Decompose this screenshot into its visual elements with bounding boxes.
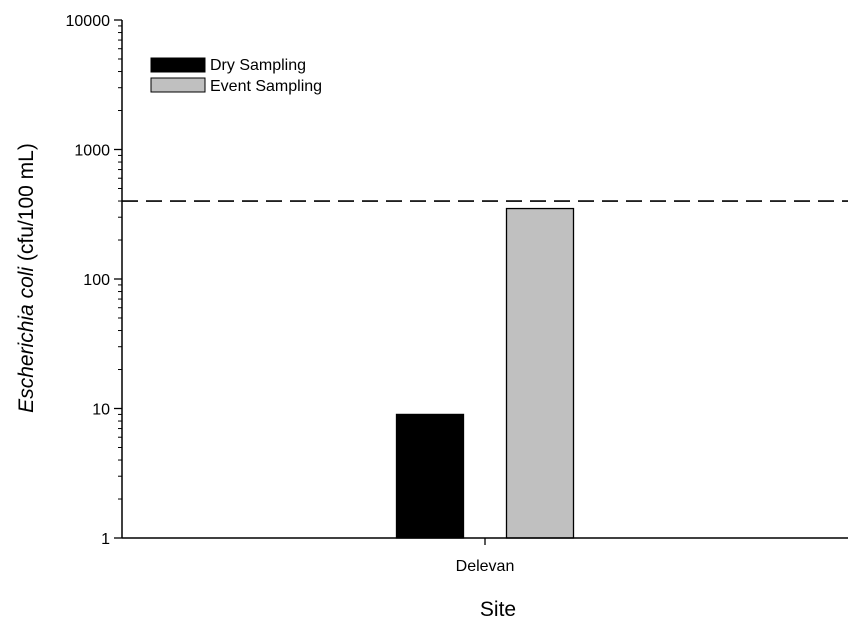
bar-event bbox=[505, 207, 575, 539]
legend-label-dry: Dry Sampling bbox=[210, 57, 306, 74]
y-axis-title: Escherichia coli (cfu/100 mL) bbox=[15, 143, 38, 413]
legend-swatch-dry bbox=[150, 57, 206, 73]
y-tick-label: 1 bbox=[101, 531, 110, 548]
y-axis-title-italic: Escherichia coli bbox=[15, 266, 38, 413]
x-ticks: Delevan bbox=[456, 538, 515, 575]
y-axis-title-unit: (cfu/100 mL) bbox=[15, 143, 38, 267]
y-tick-label: 100 bbox=[83, 272, 110, 289]
bar-dry bbox=[395, 413, 465, 539]
legend: Dry Sampling Event Sampling bbox=[150, 57, 322, 95]
legend-swatch-event bbox=[150, 77, 206, 93]
y-tick-label: 1000 bbox=[74, 143, 110, 160]
y-ticks: 1 10 100 1000 10000 bbox=[66, 13, 122, 548]
y-tick-label: 10 bbox=[92, 402, 110, 419]
y-tick-label: 10000 bbox=[66, 13, 111, 30]
x-tick-label: Delevan bbox=[456, 558, 515, 575]
legend-label-event: Event Sampling bbox=[210, 78, 322, 95]
x-axis-title: Site bbox=[480, 598, 516, 621]
bars-group bbox=[395, 207, 575, 539]
